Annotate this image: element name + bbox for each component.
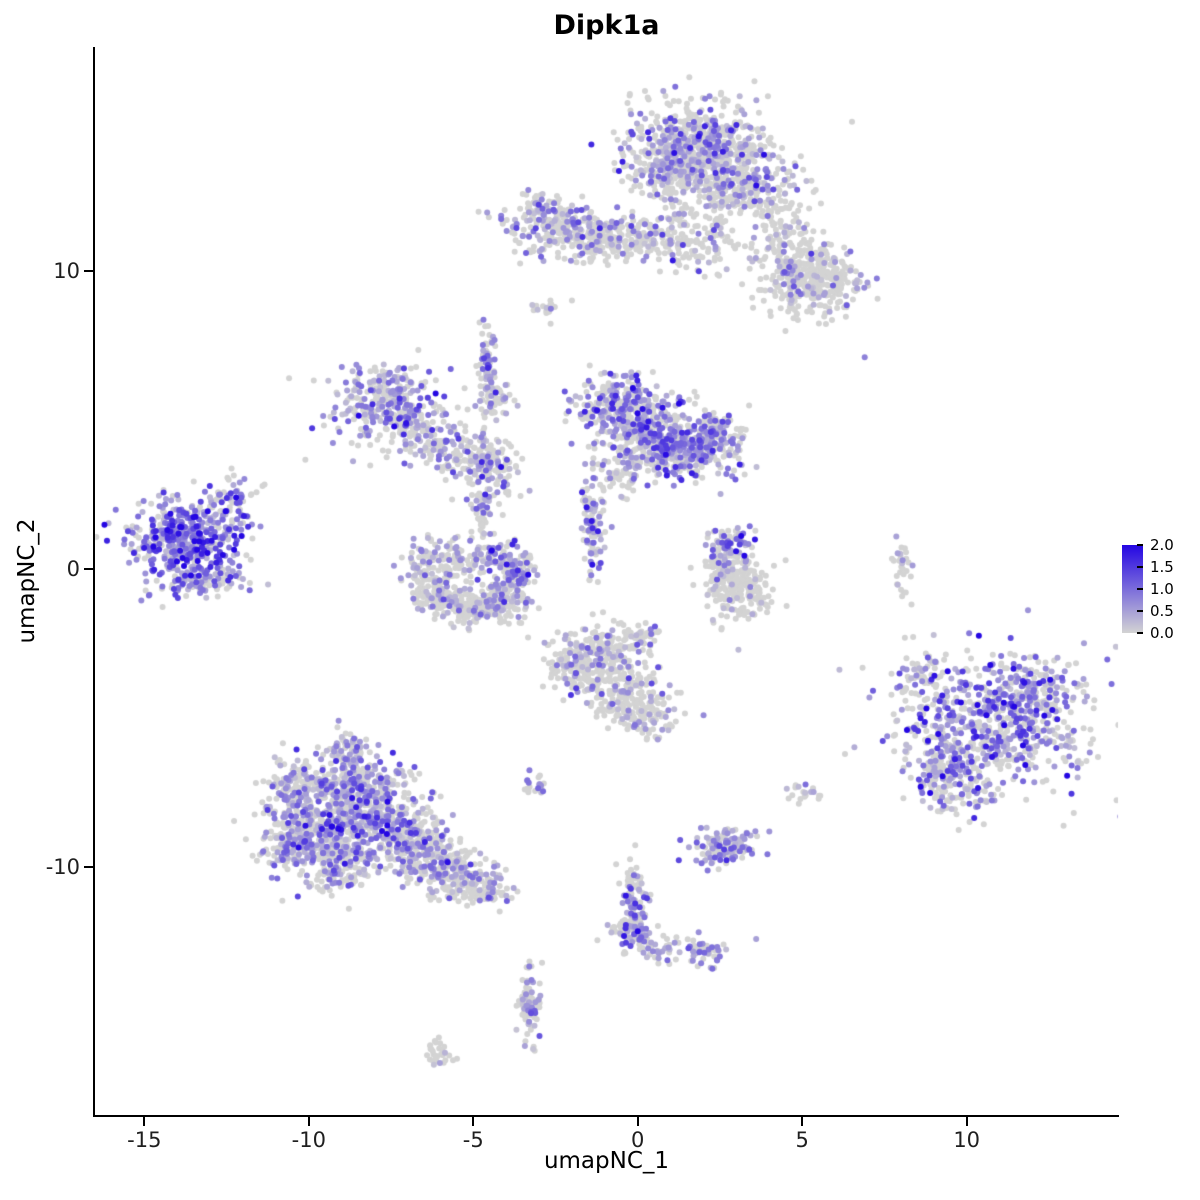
y-axis-line bbox=[93, 47, 95, 1117]
legend-label: 0.0 bbox=[1150, 624, 1174, 642]
x-tick-label: 5 bbox=[795, 1128, 809, 1152]
x-tick-mark bbox=[307, 1117, 310, 1126]
y-tick-label: -10 bbox=[45, 855, 80, 880]
plot-title: Dipk1a bbox=[553, 10, 660, 41]
y-tick-mark bbox=[84, 568, 93, 571]
y-tick-label: 10 bbox=[53, 258, 80, 283]
x-tick-mark bbox=[965, 1117, 968, 1126]
y-tick-label: 0 bbox=[66, 557, 80, 582]
x-axis-line bbox=[93, 1115, 1119, 1117]
x-tick-mark bbox=[801, 1117, 804, 1126]
legend-label: 2.0 bbox=[1150, 536, 1174, 554]
legend-label: 1.0 bbox=[1150, 580, 1174, 598]
x-tick-mark bbox=[636, 1117, 639, 1126]
expression-legend: 2.0 1.5 1.0 0.5 0.0 bbox=[1122, 536, 1200, 642]
legend-tick-mark bbox=[1137, 566, 1143, 568]
x-tick-label: 0 bbox=[631, 1128, 645, 1152]
legend-label: 1.5 bbox=[1150, 558, 1174, 576]
x-tick-label: -10 bbox=[291, 1128, 326, 1152]
x-tick-label: -5 bbox=[462, 1128, 484, 1152]
y-tick-mark bbox=[84, 269, 93, 272]
y-tick-mark bbox=[84, 866, 93, 869]
legend-label: 0.5 bbox=[1150, 602, 1174, 620]
x-tick-label: 10 bbox=[953, 1128, 981, 1152]
x-tick-label: -15 bbox=[127, 1128, 162, 1152]
legend-tick-mark bbox=[1137, 610, 1143, 612]
legend-tick-mark bbox=[1137, 632, 1143, 634]
x-axis-label: umapNC_1 bbox=[543, 1148, 670, 1174]
x-tick-mark bbox=[472, 1117, 475, 1126]
x-tick-mark bbox=[143, 1117, 146, 1126]
legend-tick-mark bbox=[1137, 544, 1143, 546]
legend-tick-mark bbox=[1137, 588, 1143, 590]
